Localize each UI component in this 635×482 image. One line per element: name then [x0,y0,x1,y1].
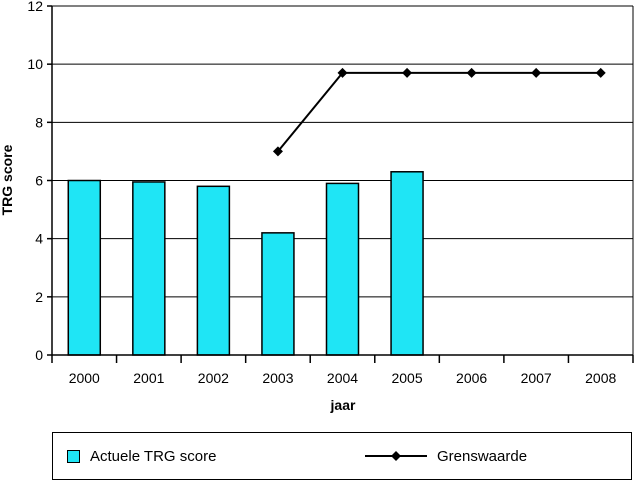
x-tick-label: 2005 [391,370,422,386]
y-tick-label: 0 [35,347,43,363]
x-tick-label: 2002 [198,370,229,386]
bar [196,185,231,356]
y-axis-label: TRG score [0,144,15,215]
legend-bar-label: Actuele TRG score [90,447,217,465]
x-tick-label: 2003 [262,370,293,386]
legend-item-line: Grenswaarde [365,433,527,479]
y-tick-label: 10 [27,56,43,72]
bar [132,181,166,356]
x-tick-label: 2000 [69,370,100,386]
line-diamond-icon [365,451,427,461]
bar-series [67,171,424,356]
grenswaarde-line [277,71,601,153]
bar [325,182,360,356]
diamond-marker [272,146,283,157]
bar-swatch-icon [67,449,80,463]
y-tick-label: 4 [35,231,43,247]
y-tick-labels: 0 2 4 6 8 10 12 [27,0,43,363]
x-tick-label: 2008 [585,370,616,386]
x-tick-label: 2004 [327,370,358,386]
line-series [272,67,606,157]
x-tick-label: 2001 [133,370,164,386]
diamond-marker [402,67,413,78]
legend-line-label: Grenswaarde [437,447,528,465]
y-tick-label: 12 [27,0,43,14]
y-tick-label: 8 [35,114,43,130]
axes [47,5,634,363]
diamond-marker [466,67,477,78]
diamond-marker [595,67,606,78]
diamond-marker [531,67,542,78]
legend-item-bar: Actuele TRG score [67,433,216,479]
y-tick-label: 2 [35,289,43,305]
bar [390,171,424,356]
diamond-marker [337,67,348,78]
x-tick-labels: 2000 2001 2002 2003 2004 2005 2006 2007 2008 [69,370,617,386]
x-axis-label: jaar [330,397,356,413]
y-tick-label: 6 [35,173,43,189]
bar [67,179,102,356]
legend: Actuele TRG score Grenswaarde [52,432,632,480]
bar [261,232,295,356]
x-tick-label: 2007 [521,370,552,386]
x-tick-label: 2006 [456,370,487,386]
